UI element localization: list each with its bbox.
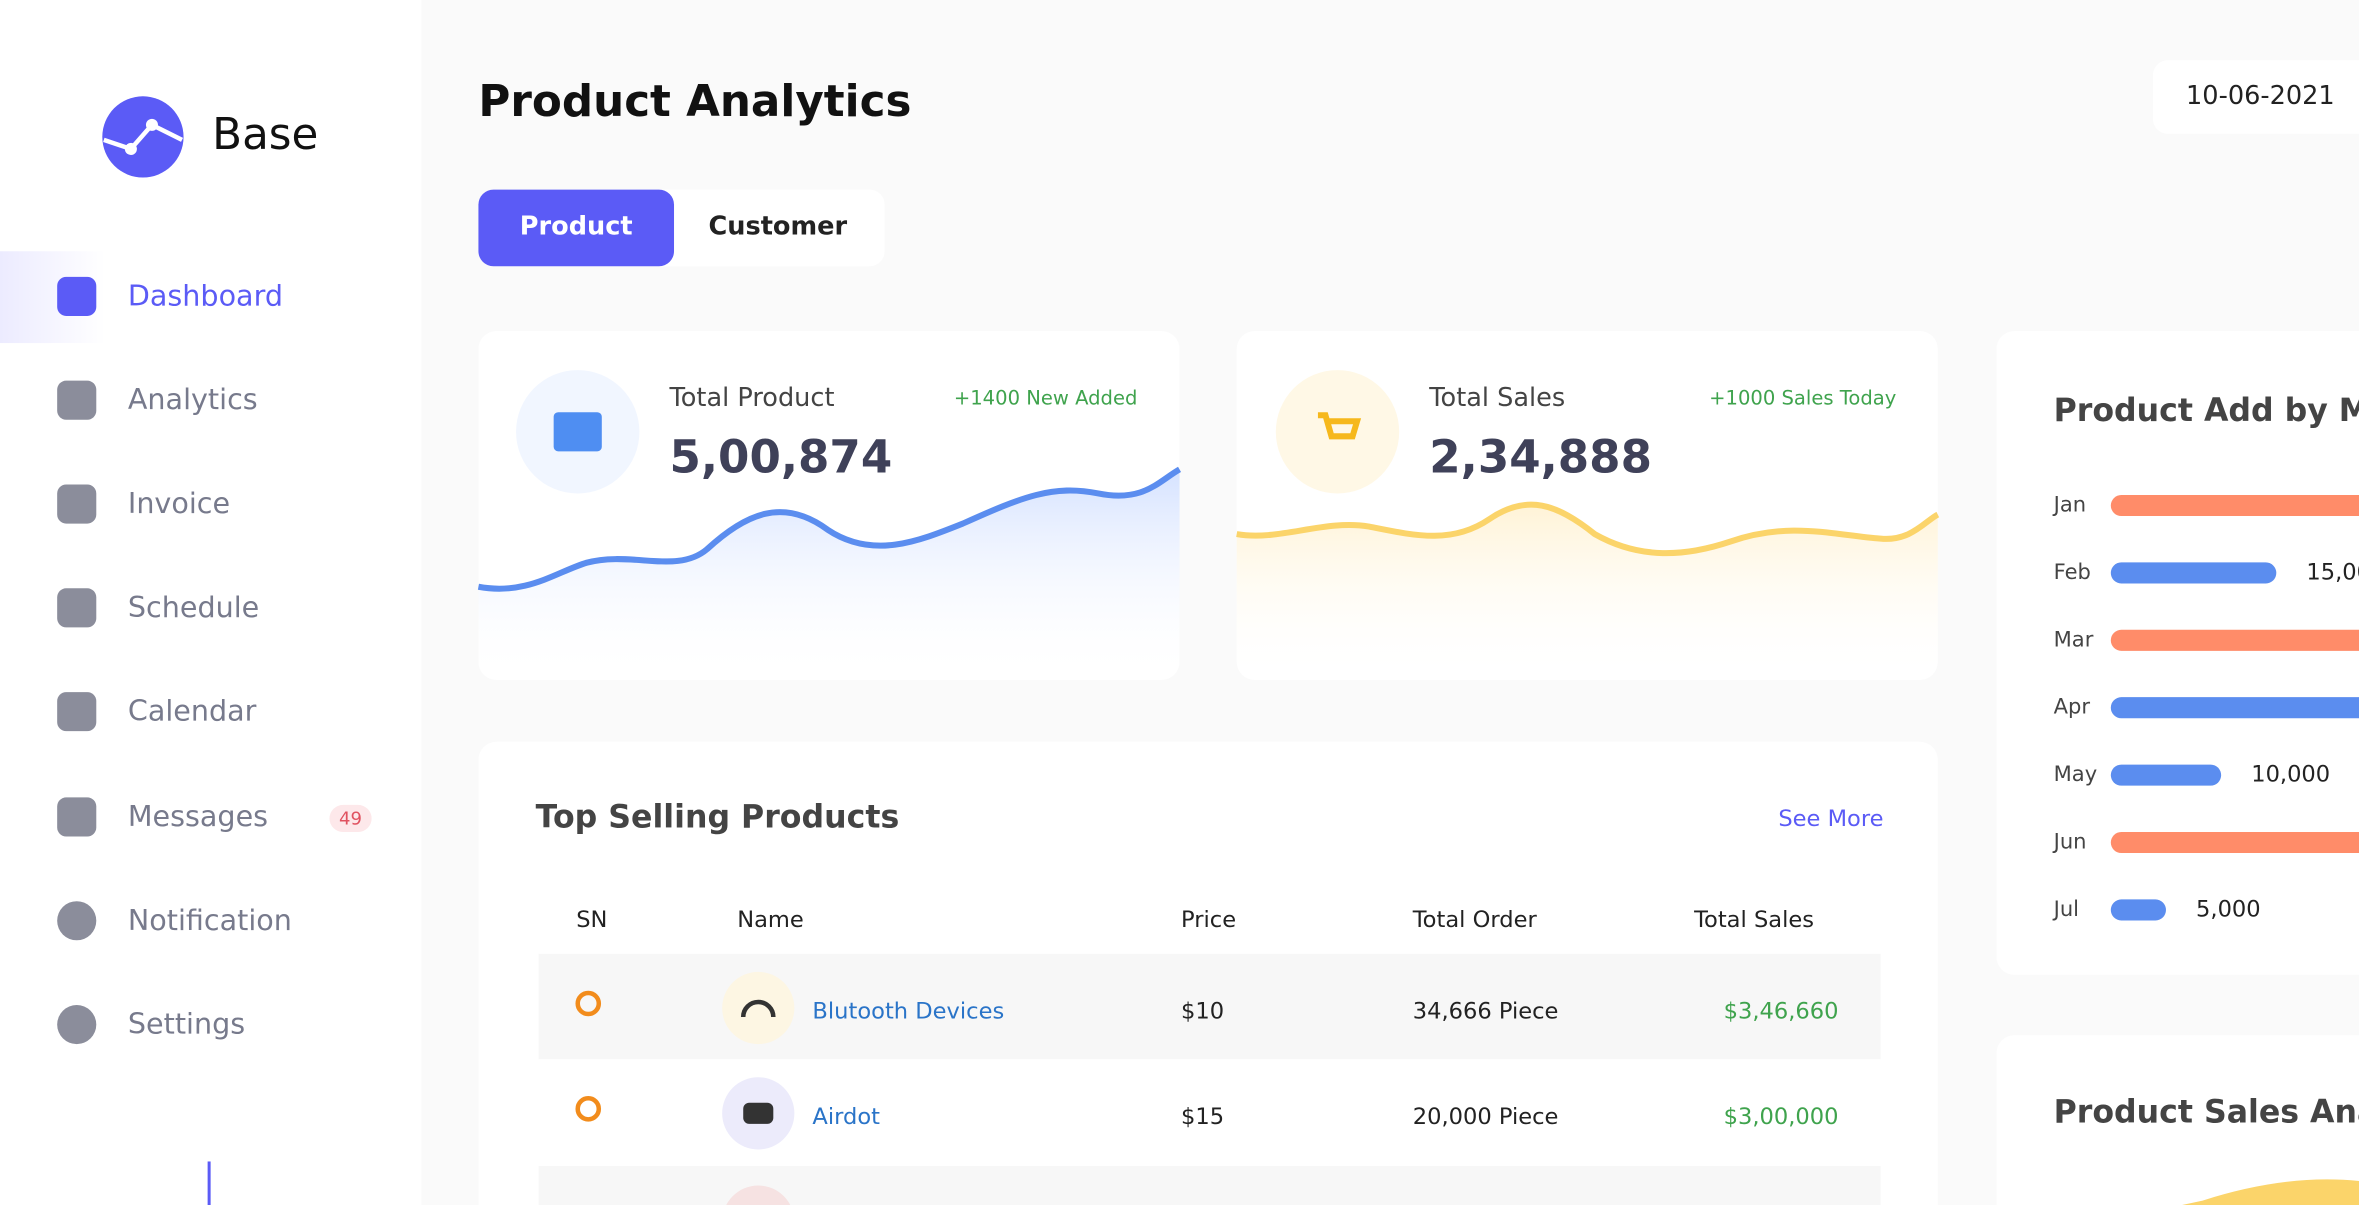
see-more[interactable]: See More xyxy=(1778,804,1884,832)
cart-icon xyxy=(1317,412,1362,440)
product-thumb xyxy=(726,1185,791,1205)
logo xyxy=(102,96,184,178)
nav-icon xyxy=(57,1005,97,1045)
bar xyxy=(2110,494,2359,517)
card-label: Total Product xyxy=(669,383,835,414)
column-header[interactable]: Total Sales xyxy=(1694,905,1815,933)
price: $10 xyxy=(1181,997,1225,1025)
award-icon xyxy=(575,990,602,1017)
bar xyxy=(2110,697,2359,719)
column-header[interactable]: Name xyxy=(737,905,804,933)
y-tick-label: Feb xyxy=(2054,559,2091,584)
y-tick-label: Jul xyxy=(2052,896,2079,921)
nav-item[interactable]: Invoice xyxy=(127,487,231,521)
value-label: 5,000 xyxy=(2196,896,2261,922)
brand: Base xyxy=(212,108,319,160)
bar xyxy=(2110,764,2222,786)
page-title: Product Analytics xyxy=(478,75,912,127)
column-header[interactable]: SN xyxy=(576,905,608,933)
y-tick-label: Jan xyxy=(2052,492,2086,517)
headphone-icon xyxy=(740,999,776,1018)
column-header[interactable]: Total Order xyxy=(1412,905,1537,933)
sparkline xyxy=(477,466,1182,592)
total-sales: $3,00,000 xyxy=(1723,1102,1839,1130)
product-name[interactable]: Airdot xyxy=(812,1102,881,1130)
card-delta: +1400 New Added xyxy=(953,388,1138,411)
card-label: Total Sales xyxy=(1429,383,1566,414)
nav-icon xyxy=(57,484,97,524)
card-delta: +1000 Sales Today xyxy=(1709,388,1897,411)
value-label: 10,000 xyxy=(2251,762,2330,788)
tab[interactable]: Product xyxy=(478,189,675,267)
date-picker[interactable]: 10-06-2021 xyxy=(2152,60,2359,134)
chart-card xyxy=(1996,330,2359,975)
nav-item[interactable]: Analytics xyxy=(127,383,258,417)
total-order: 34,666 Piece xyxy=(1412,997,1559,1025)
sparkline-area xyxy=(1236,504,1938,681)
y-tick-label: May xyxy=(2054,761,2098,786)
price: $15 xyxy=(1181,1102,1225,1130)
badge: 49 xyxy=(329,804,372,832)
nav-item[interactable]: Messages xyxy=(127,800,269,834)
nav-item[interactable]: Settings xyxy=(127,1008,246,1042)
column-header[interactable]: Price xyxy=(1181,905,1237,933)
y-tick-label: Apr xyxy=(2054,694,2091,719)
nav-icon xyxy=(57,380,97,420)
nav-item[interactable]: Dashboard xyxy=(127,279,283,313)
total-order: 20,000 Piece xyxy=(1412,1102,1559,1130)
box-icon xyxy=(553,412,602,452)
table-title: Top Selling Products xyxy=(535,798,900,835)
bar xyxy=(2110,629,2359,651)
nav-icon xyxy=(57,797,97,837)
nav-icon xyxy=(57,276,97,316)
award-icon xyxy=(575,1096,602,1122)
card-value: 2,34,888 xyxy=(1429,431,1653,485)
nav-item[interactable]: Schedule xyxy=(127,591,260,625)
nav-icon xyxy=(57,692,97,732)
panel-title: Product Sales Analytics xyxy=(2054,1094,2359,1130)
divider xyxy=(207,1161,211,1205)
nav-item[interactable]: Calendar xyxy=(127,695,257,729)
chart-title: Product Add by Month xyxy=(2054,393,2359,429)
nav-icon xyxy=(57,901,97,941)
product-thumb xyxy=(722,971,795,1045)
bar xyxy=(2110,831,2359,854)
value-label: 15,000 xyxy=(2306,559,2359,585)
bar xyxy=(2110,899,2166,921)
product-name[interactable]: Blutooth Devices xyxy=(812,997,1005,1025)
sparkline xyxy=(1236,501,1940,557)
card-icon-bg xyxy=(1275,370,1400,494)
total-sales: $3,46,660 xyxy=(1723,997,1839,1025)
bar xyxy=(2110,562,2277,584)
y-tick-label: Mar xyxy=(2054,626,2094,651)
nav-icon xyxy=(57,588,97,628)
tab[interactable]: Customer xyxy=(708,212,848,243)
nav-item[interactable]: Notification xyxy=(127,904,292,938)
card-value: 5,00,874 xyxy=(669,431,893,485)
y-tick-label: Jun xyxy=(2052,829,2087,854)
chart-card xyxy=(1996,1035,2359,1205)
airdot-icon xyxy=(743,1102,774,1124)
sparkline-area xyxy=(478,469,1180,681)
pie-edge xyxy=(2182,1179,2359,1205)
